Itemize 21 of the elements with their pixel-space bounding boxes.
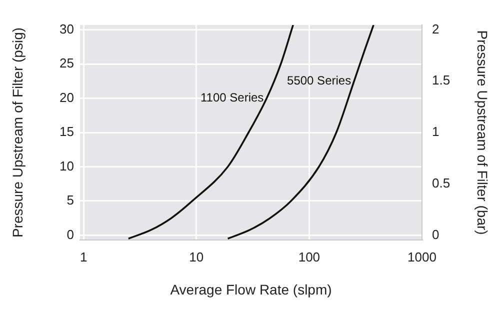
x-axis-title: Average Flow Rate (slpm) [170,281,332,298]
y2-tick-label: 1.5 [432,72,450,88]
y2-axis-title: Pressure Upstream of Filter (bar) [474,30,491,235]
y2-tick-label: 0 [432,226,440,242]
y2-tick-label: 1 [432,124,440,140]
y-axis-title: Pressure Upstream of Filter (psig) [9,27,26,238]
y2-tick-label: 2 [432,21,440,36]
series-label: 5500 Series [287,73,352,88]
y2-tick-label: 0.5 [432,175,450,190]
x-tick-label: 1 [80,249,88,264]
x-tick-label: 1000 [408,249,436,264]
x-tick-label: 10 [189,249,204,264]
y-tick-label: 25 [60,56,74,71]
y-tick-label: 0 [66,226,74,242]
y-tick-label: 15 [60,124,74,140]
y-tick-label: 20 [60,90,74,105]
y-tick-label: 5 [66,192,74,208]
y-tick-label: 10 [60,158,74,174]
y-tick-label: 30 [60,21,74,36]
x-tick-label: 100 [298,249,320,264]
series-label: 1100 Series [200,90,264,105]
